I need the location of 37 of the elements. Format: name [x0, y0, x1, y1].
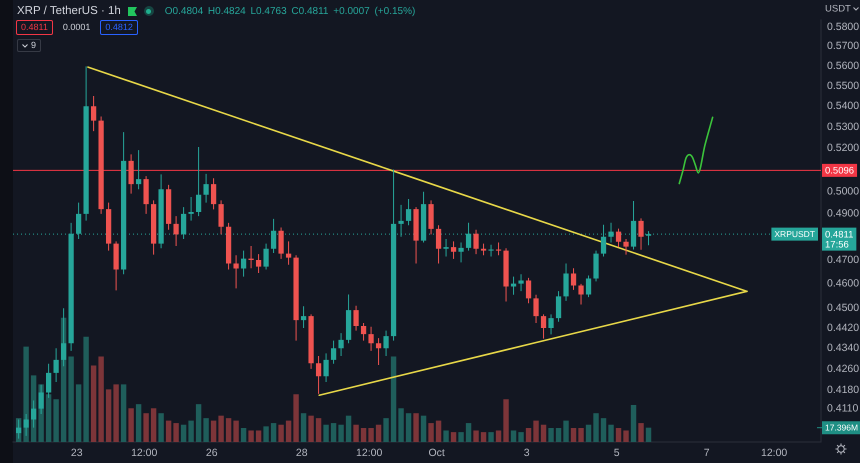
y-tick-label: 0.4180: [827, 384, 860, 396]
y-tick-label: 0.4700: [827, 254, 860, 266]
annotation: 0.4811: [16, 20, 53, 35]
x-tick-label: 28: [296, 447, 308, 460]
y-axis-title: USDT: [825, 4, 852, 15]
x-tick-label: 3: [524, 447, 530, 460]
y-tick-label: 0.4260: [827, 362, 860, 375]
x-tick-label: 23: [70, 447, 83, 460]
x-tick-label: 12:00: [131, 447, 158, 460]
annotation: 0.0001: [62, 21, 92, 34]
x-tick-label: 7: [704, 447, 710, 460]
x-tick-label: 12:00: [356, 447, 382, 460]
y-tick-label: 0.5200: [827, 142, 860, 154]
y-tick-label: 0.5000: [827, 185, 860, 198]
y-tick-label: 0.5300: [827, 120, 860, 133]
y-tick-label: 0.4110: [827, 402, 858, 415]
y2-tick-label: 17.396M: [825, 422, 858, 433]
ref-line-label: XRPUSDT 0.4811 17:56: [774, 229, 854, 250]
y-tick-label: 0.4500: [827, 302, 860, 314]
y-tick-label: 0.4340: [827, 342, 860, 354]
y-tick-label: 0.4600: [827, 278, 860, 290]
x-tick-label: Oct: [428, 447, 445, 460]
annotation: 9: [31, 40, 36, 51]
x-tick-label: 12:00: [760, 447, 788, 460]
y-tick-label: 0.5700: [827, 40, 860, 52]
y-tick-label: 0.5400: [827, 100, 860, 112]
y-tick-label: 0.5500: [827, 80, 860, 92]
y-tick-label: 0.5800: [827, 20, 860, 33]
y-tick-label: 0.5600: [827, 60, 860, 72]
y-tick-label: 0.4900: [827, 208, 860, 220]
text: O0.4804 H0.4824 L0.4763 C0.4811 +0.0007 (+0.15%): [164, 6, 416, 16]
chart-title: XRP / TetherUS · 1h: [17, 5, 121, 17]
ref-line-label: 0.5096: [825, 166, 854, 177]
y-tick-label: 0.4420: [827, 322, 860, 334]
annotation: 0.4812: [100, 20, 138, 35]
x-tick-label: 26: [206, 447, 218, 460]
x-tick-label: 5: [614, 447, 620, 460]
